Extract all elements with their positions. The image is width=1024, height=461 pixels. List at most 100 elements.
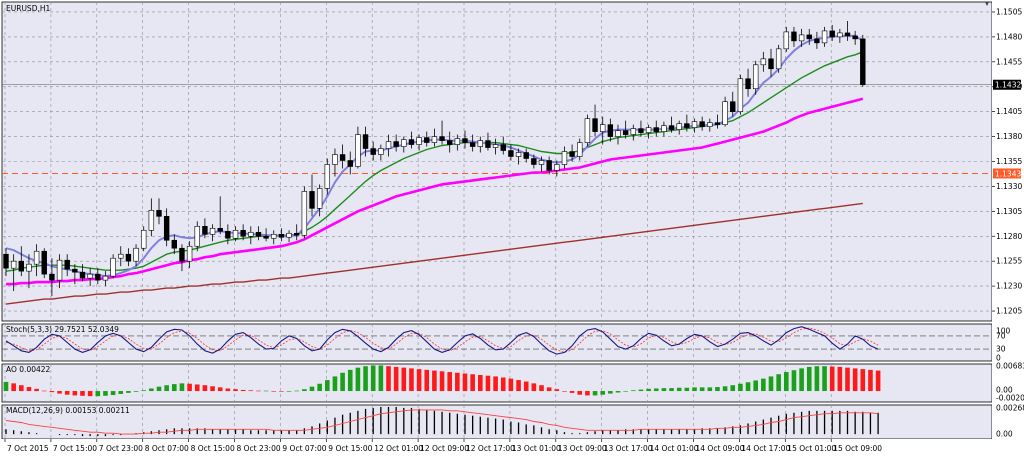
price-axis-area[interactable] — [992, 0, 1024, 457]
bear-candle[interactable] — [263, 235, 269, 239]
bear-candle[interactable] — [638, 128, 644, 133]
bull-candle[interactable] — [324, 164, 330, 189]
bull-candle[interactable] — [837, 32, 843, 38]
bear-candle[interactable] — [293, 232, 300, 236]
ao-bar-down[interactable] — [845, 367, 850, 392]
ao-bar-up[interactable] — [791, 370, 797, 392]
bear-candle[interactable] — [860, 38, 866, 86]
bull-candle[interactable] — [798, 34, 805, 42]
ao-bar-up[interactable] — [110, 391, 116, 396]
ao-bar-up[interactable] — [745, 382, 751, 392]
ao-bar-down[interactable] — [233, 389, 238, 392]
bull-candle[interactable] — [26, 263, 32, 272]
ao-bar-up[interactable] — [156, 386, 162, 392]
ao-bar-down[interactable] — [210, 386, 215, 392]
ao-bar-up[interactable] — [653, 388, 659, 392]
ao-bar-down[interactable] — [64, 391, 70, 395]
bull-candle[interactable] — [10, 260, 17, 269]
ao-bar-up[interactable] — [592, 391, 598, 396]
bull-candle[interactable] — [477, 140, 483, 147]
ao-bar-down[interactable] — [546, 387, 552, 392]
bull-candle[interactable] — [87, 273, 93, 279]
ao-bar-up[interactable] — [707, 387, 713, 392]
bear-candle[interactable] — [217, 227, 223, 232]
ao-bar-up[interactable] — [302, 389, 307, 392]
ao-bar-down[interactable] — [279, 391, 284, 392]
bear-candle[interactable] — [500, 144, 506, 151]
bull-candle[interactable] — [316, 188, 323, 209]
bear-candle[interactable] — [339, 154, 346, 161]
ao-bar-down[interactable] — [562, 391, 567, 392]
bull-candle[interactable] — [599, 124, 606, 132]
bull-candle[interactable] — [148, 210, 155, 231]
ao-bar-down[interactable] — [554, 389, 560, 392]
bear-candle[interactable] — [202, 225, 208, 235]
bear-candle[interactable] — [508, 150, 514, 157]
bear-candle[interactable] — [362, 134, 369, 149]
ao-bar-down[interactable] — [409, 368, 414, 392]
ao-bar-up[interactable] — [692, 387, 697, 392]
ao-bar-down[interactable] — [187, 383, 192, 392]
bull-candle[interactable] — [248, 231, 254, 237]
ao-bar-up[interactable] — [631, 390, 636, 392]
ao-bar-down[interactable] — [424, 369, 430, 392]
bear-candle[interactable] — [485, 140, 491, 148]
ao-bar-up[interactable] — [608, 391, 613, 394]
bull-candle[interactable] — [538, 160, 545, 165]
bull-candle[interactable] — [630, 128, 637, 135]
bull-candle[interactable] — [186, 245, 193, 262]
bear-candle[interactable] — [225, 230, 231, 239]
ao-bar-up[interactable] — [722, 386, 728, 392]
bear-candle[interactable] — [278, 233, 285, 238]
ao-bar-down[interactable] — [478, 374, 483, 392]
ao-bar-down[interactable] — [462, 373, 468, 392]
stochastic-panel[interactable] — [1, 323, 993, 362]
ao-bar-down[interactable] — [11, 383, 16, 392]
bear-candle[interactable] — [41, 250, 47, 275]
ao-bar-down[interactable] — [531, 383, 537, 392]
ao-bar-down[interactable] — [868, 369, 873, 392]
ao-bar-up[interactable] — [784, 372, 789, 392]
bear-candle[interactable] — [768, 58, 774, 70]
ao-bar-up[interactable] — [164, 385, 169, 392]
bear-candle[interactable] — [393, 141, 399, 147]
ao-bar-down[interactable] — [439, 371, 445, 392]
ao-bar-down[interactable] — [447, 372, 452, 392]
ao-bar-up[interactable] — [753, 380, 758, 392]
bear-candle[interactable] — [49, 273, 55, 281]
bear-candle[interactable] — [72, 268, 78, 273]
ma-200-line[interactable] — [5, 202, 863, 305]
ao-bar-down[interactable] — [569, 391, 575, 393]
ao-bar-up[interactable] — [761, 378, 766, 392]
ao-bar-down[interactable] — [500, 377, 506, 392]
ao-bar-up[interactable] — [332, 376, 338, 392]
bull-candle[interactable] — [615, 130, 621, 137]
ao-bar-up[interactable] — [738, 383, 743, 392]
bull-candle[interactable] — [454, 138, 461, 145]
bear-candle[interactable] — [531, 158, 537, 165]
bear-candle[interactable] — [699, 121, 705, 127]
ao-bar-down[interactable] — [80, 391, 85, 396]
bear-candle[interactable] — [684, 123, 690, 128]
bear-candle[interactable] — [791, 31, 797, 42]
ao-bar-down[interactable] — [248, 390, 254, 392]
bear-candle[interactable] — [714, 122, 721, 125]
ao-bar-up[interactable] — [133, 391, 139, 392]
ao-bar-up[interactable] — [378, 365, 384, 392]
bull-candle[interactable] — [707, 122, 713, 127]
bull-candle[interactable] — [232, 229, 239, 239]
ao-bar-down[interactable] — [577, 391, 583, 395]
ao-bar-up[interactable] — [126, 391, 131, 393]
bear-candle[interactable] — [439, 136, 445, 141]
ao-bar-down[interactable] — [87, 391, 93, 397]
ao-bar-up[interactable] — [799, 368, 804, 392]
bull-candle[interactable] — [584, 118, 591, 143]
ao-bar-down[interactable] — [72, 391, 78, 396]
bear-candle[interactable] — [255, 231, 262, 237]
ao-bar-down[interactable] — [485, 375, 491, 392]
ao-bar-down[interactable] — [401, 367, 407, 392]
bear-candle[interactable] — [179, 247, 185, 262]
ao-bar-up[interactable] — [3, 381, 9, 392]
bull-candle[interactable] — [332, 154, 338, 165]
